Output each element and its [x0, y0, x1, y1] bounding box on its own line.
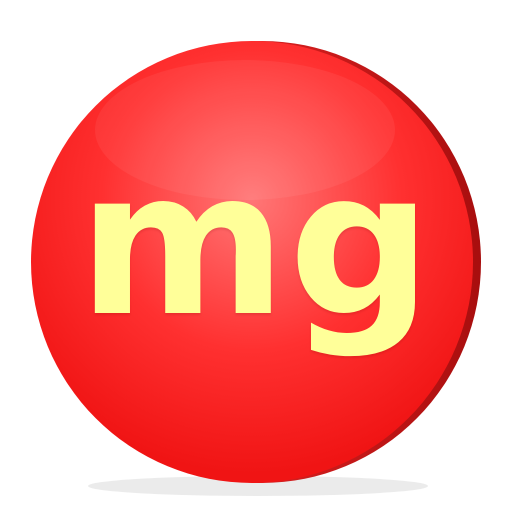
- badge-shadow: [88, 476, 428, 496]
- badge-sheen: [95, 60, 395, 200]
- badge-face: [31, 41, 473, 483]
